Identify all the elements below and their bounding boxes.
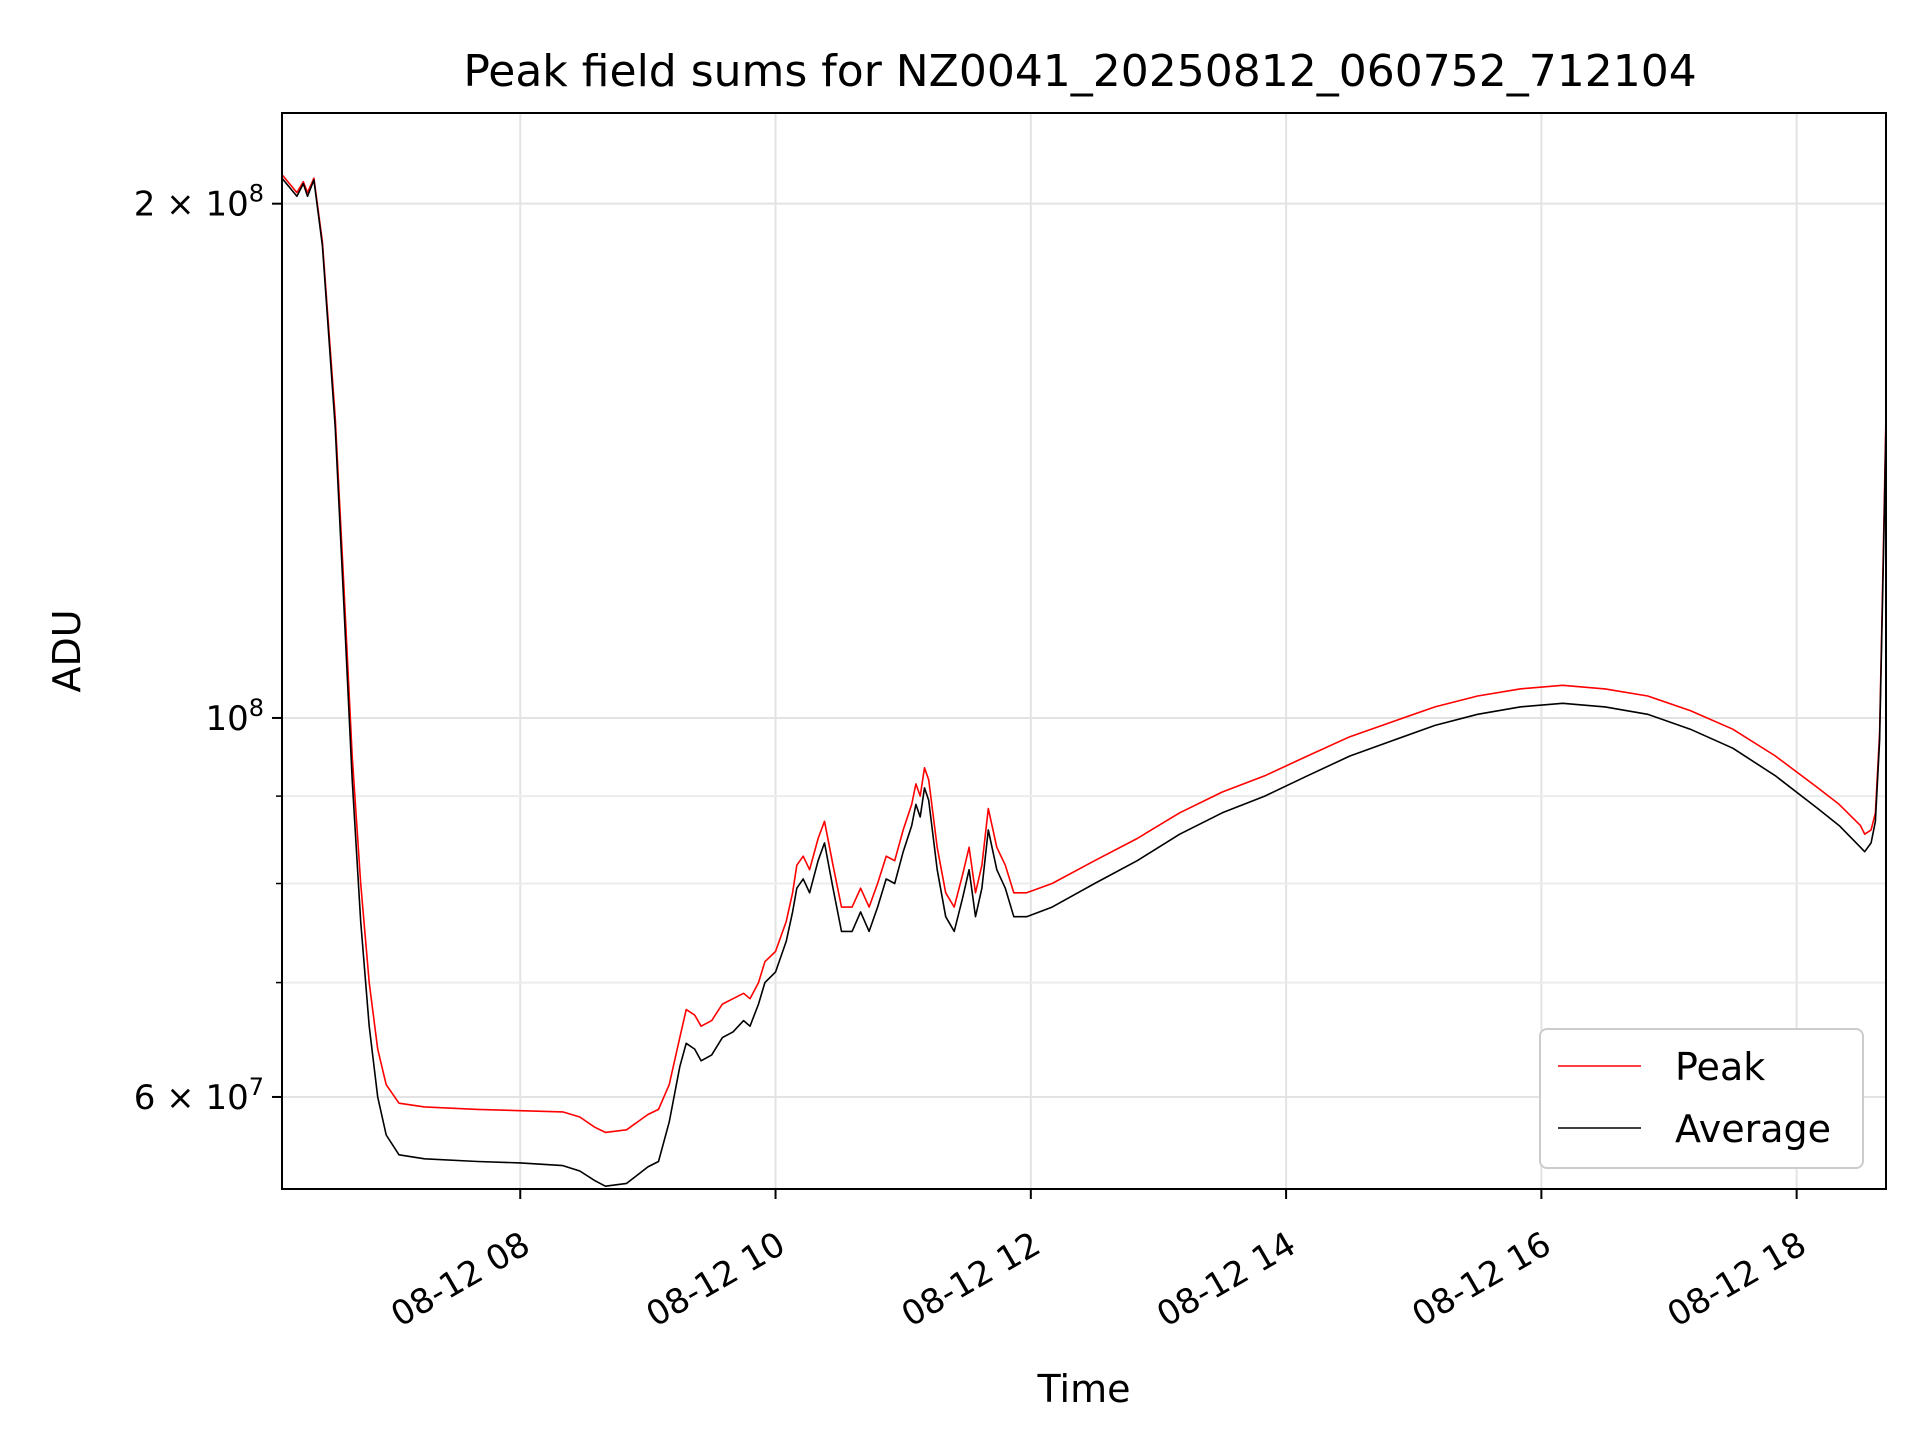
y-axis-label: ADU	[45, 609, 89, 692]
series-layer	[282, 174, 1886, 1187]
series-line-average	[282, 177, 1886, 1187]
y-tick-label: 2 × 108	[134, 180, 264, 225]
y-tick-label: 108	[205, 694, 264, 739]
plot-frame	[281, 112, 1887, 1190]
grid	[282, 113, 1886, 1189]
x-axis-label: Time	[1037, 1367, 1131, 1411]
y-tick-label: 6 × 107	[134, 1073, 264, 1118]
legend-label-peak: Peak	[1675, 1045, 1765, 1089]
chart-title: Peak field sums for NZ0041_20250812_0607…	[463, 46, 1696, 97]
legend-label-average: Average	[1675, 1107, 1831, 1151]
y-axis: 6 × 107 108 2 × 108	[134, 180, 282, 1118]
legend: Peak Average	[1539, 1028, 1864, 1169]
series-line-peak	[282, 174, 1886, 1134]
legend-box	[1539, 1028, 1864, 1169]
